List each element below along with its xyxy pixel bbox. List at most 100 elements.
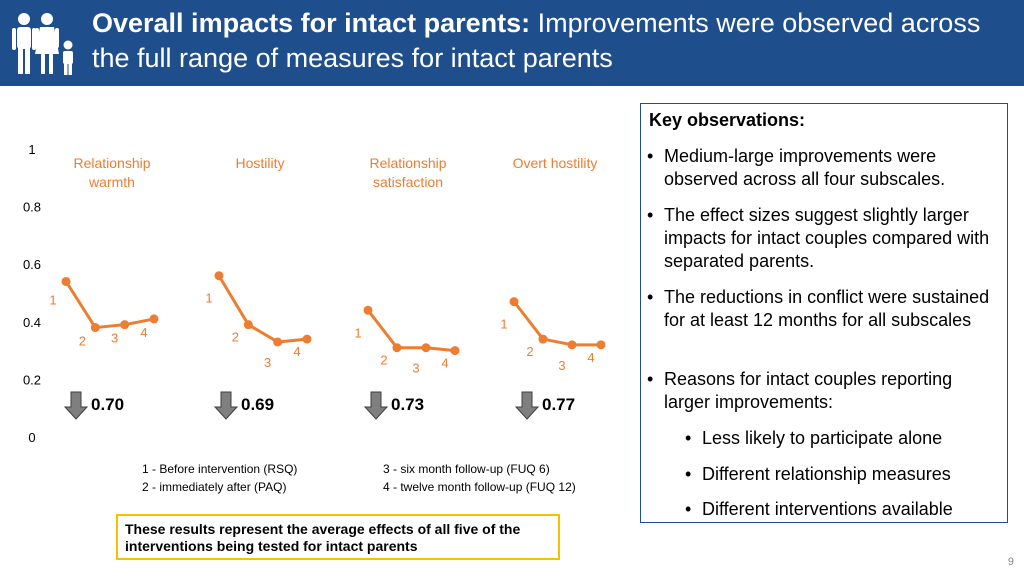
bullet-icon: • bbox=[685, 428, 692, 448]
reason-text: Different interventions available bbox=[702, 499, 953, 519]
legend-entry: 2 - immediately after (PAQ) bbox=[142, 480, 286, 494]
bullet-icon: • bbox=[647, 369, 654, 389]
series-line bbox=[366, 309, 456, 353]
reason-item: • Different relationship measures bbox=[685, 463, 995, 486]
data-point bbox=[538, 334, 548, 344]
data-point bbox=[509, 297, 519, 307]
point-label: 4 bbox=[587, 350, 594, 365]
point-label: 2 bbox=[380, 353, 387, 368]
data-point bbox=[450, 346, 460, 356]
panel-title-line: satisfaction bbox=[373, 174, 443, 190]
data-point bbox=[392, 343, 402, 353]
data-point bbox=[120, 320, 130, 330]
point-label: 3 bbox=[111, 331, 118, 346]
chart-legend: 1 - Before intervention (RSQ) 2 - immedia… bbox=[142, 462, 576, 494]
title-rest: Improvements were observed across the fu… bbox=[92, 8, 981, 73]
observation-item: • The effect sizes suggest slightly large… bbox=[647, 204, 997, 273]
panel-title: Hostility bbox=[235, 155, 284, 171]
reason-item: • Different interventions available bbox=[685, 498, 995, 521]
down-arrow-icon bbox=[514, 391, 540, 420]
page-title: Overall impacts for intact parents: Impr… bbox=[92, 6, 1012, 76]
chart-panel: Hostility 1 2 3 4 0.69 bbox=[205, 155, 312, 420]
effect-size-label: 0.77 bbox=[542, 395, 575, 414]
key-observations-box: Key observations: • Medium-large improvem… bbox=[640, 103, 1008, 523]
observation-item: • The reductions in conflict were sustain… bbox=[647, 286, 997, 332]
point-label: 3 bbox=[558, 358, 565, 373]
line-chart: 0 0.2 0.4 0.6 0.8 1 Relationship warmth 1 2 3 4 0.7… bbox=[23, 142, 606, 494]
point-label: 1 bbox=[49, 292, 56, 307]
data-point bbox=[273, 337, 283, 347]
data-point bbox=[61, 276, 71, 286]
effect-size-label: 0.69 bbox=[241, 395, 274, 414]
panel-title-line: Overt hostility bbox=[513, 155, 598, 171]
point-label: 3 bbox=[412, 361, 419, 376]
chart-panel: Relationship warmth 1 2 3 4 0.70 bbox=[49, 155, 159, 420]
reason-item: • Less likely to participate alone bbox=[685, 427, 995, 450]
observation-text: Reasons for intact couples reporting lar… bbox=[664, 369, 953, 412]
chart-panels: Relationship warmth 1 2 3 4 0.70 Hostility 1 2 3 4 0… bbox=[49, 155, 606, 420]
panel-title: Relationship satisfaction bbox=[369, 155, 446, 190]
y-tick-label: 0.2 bbox=[23, 372, 41, 387]
data-point bbox=[302, 334, 312, 344]
observation-text: The effect sizes suggest slightly larger… bbox=[664, 205, 990, 271]
data-point bbox=[90, 323, 100, 333]
legend-entry: 4 - twelve month follow-up (FUQ 12) bbox=[383, 480, 576, 494]
panel-title-line: Hostility bbox=[235, 155, 284, 171]
point-label: 1 bbox=[500, 317, 507, 332]
y-tick-label: 0 bbox=[28, 430, 35, 445]
point-label: 1 bbox=[354, 325, 361, 340]
effect-size-label: 0.73 bbox=[391, 395, 424, 414]
panel-title-line: Relationship bbox=[73, 155, 150, 171]
y-tick-label: 1 bbox=[28, 142, 35, 157]
panel-title-line: warmth bbox=[88, 174, 135, 190]
reason-text: Different relationship measures bbox=[702, 464, 951, 484]
down-arrow-icon bbox=[363, 391, 389, 420]
observation-text: The reductions in conflict were sustaine… bbox=[664, 287, 990, 330]
family-icon bbox=[12, 13, 73, 75]
data-point bbox=[567, 340, 577, 350]
down-arrow-icon bbox=[213, 391, 239, 420]
summary-note: These results represent the average effe… bbox=[116, 514, 560, 560]
panel-title: Overt hostility bbox=[513, 155, 598, 171]
series-line bbox=[512, 300, 601, 347]
data-point bbox=[421, 343, 431, 353]
observation-item: • Medium-large improvements were observed… bbox=[647, 145, 997, 191]
data-point bbox=[149, 314, 159, 324]
series-line bbox=[217, 274, 308, 344]
data-point bbox=[363, 305, 373, 315]
data-point bbox=[243, 320, 253, 330]
bullet-icon: • bbox=[685, 464, 692, 484]
point-label: 1 bbox=[205, 291, 212, 306]
y-axis: 0 0.2 0.4 0.6 0.8 1 bbox=[23, 142, 41, 445]
bullet-icon: • bbox=[647, 205, 654, 225]
panel-title: Relationship warmth bbox=[73, 155, 150, 190]
y-tick-label: 0.8 bbox=[23, 200, 41, 215]
bullet-icon: • bbox=[647, 287, 654, 307]
observation-item: • Reasons for intact couples reporting la… bbox=[647, 368, 997, 414]
point-label: 3 bbox=[264, 355, 271, 370]
bullet-icon: • bbox=[647, 146, 654, 166]
reason-text: Less likely to participate alone bbox=[702, 428, 943, 448]
effect-size-label: 0.70 bbox=[91, 395, 124, 414]
chart-panel: Overt hostility 1 2 3 4 0.77 bbox=[500, 155, 606, 420]
observation-text: Medium-large improvements were observed … bbox=[664, 146, 946, 189]
point-label: 2 bbox=[526, 344, 533, 359]
point-label: 4 bbox=[293, 344, 300, 359]
down-arrow-icon bbox=[63, 391, 89, 420]
point-label: 2 bbox=[79, 334, 86, 349]
point-label: 2 bbox=[232, 330, 239, 345]
header-banner: Overall impacts for intact parents: Impr… bbox=[0, 0, 1024, 86]
panel-title-line: Relationship bbox=[369, 155, 446, 171]
y-tick-label: 0.4 bbox=[23, 315, 41, 330]
point-label: 4 bbox=[441, 356, 448, 371]
data-point bbox=[214, 271, 224, 281]
data-point bbox=[596, 340, 606, 350]
key-observations-heading: Key observations: bbox=[649, 110, 806, 130]
page-number: 9 bbox=[1007, 556, 1014, 568]
y-tick-label: 0.6 bbox=[23, 257, 41, 272]
legend-entry: 3 - six month follow-up (FUQ 6) bbox=[383, 462, 550, 476]
series-line bbox=[64, 280, 155, 330]
legend-entry: 1 - Before intervention (RSQ) bbox=[142, 462, 297, 476]
title-bold: Overall impacts for intact parents: bbox=[92, 8, 531, 38]
chart-panel: Relationship satisfaction 1 2 3 4 0.73 bbox=[354, 155, 460, 420]
